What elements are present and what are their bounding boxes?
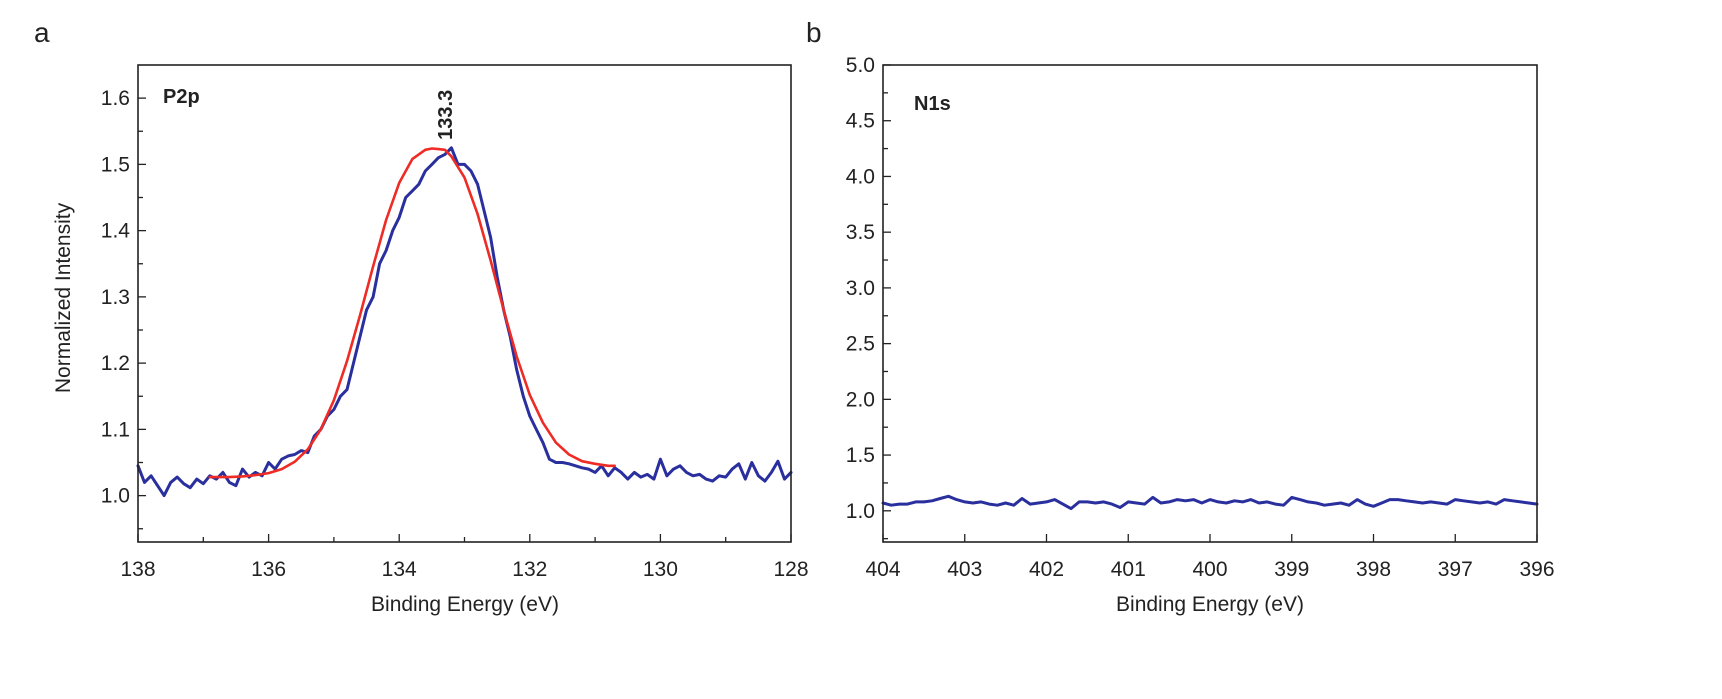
panel-b-x-tick-label: 402 [1029,558,1064,581]
panel-a-x-tick-label: 132 [512,558,547,581]
panel-b-y-tick-label: 3.0 [846,277,875,300]
panel-a-x-axis-title: Binding Energy (eV) [371,593,559,616]
panel-a-series [136,146,793,498]
panel-a-x-tick-label: 138 [120,558,155,581]
panel-b-y-tick-label: 5.0 [846,54,875,77]
panel-b-x-ticks: 404 403 402 401 400 399 398 397 396 [865,534,1555,581]
panel-b-series [881,494,1539,511]
panel-b-y-tick-label: 2.0 [846,388,875,411]
panel-b-x-tick-label: 403 [947,558,982,581]
panel-a-y-axis-title: Normalized Intensity [52,202,75,393]
panel-a-x-tick-label: 134 [382,558,417,581]
panel-a-x-tick-label: 130 [643,558,678,581]
panel-a-y-tick-label: 1.0 [101,485,130,508]
panel-b-y-tick-label: 1.0 [846,500,875,523]
panel-a-y-ticks: 1.0 1.1 1.2 1.3 1.4 1.5 1.6 [101,87,146,530]
panel-a-x-ticks: 138 136 134 132 130 128 [120,534,809,581]
panel-b-x-tick-label: 397 [1438,558,1473,581]
panel-a-y-tick-label: 1.4 [101,220,131,243]
panel-a-measured-line [136,146,793,498]
panel-b-y-tick-label: 2.5 [846,333,875,356]
panel-b-n1s-chart: b N1s Binding Energy (eV) 404 403 402 401 40… [806,17,1555,616]
panel-a-plot-frame [137,64,792,543]
panel-b-x-axis-title: Binding Energy (eV) [1116,593,1304,616]
panel-a-y-tick-label: 1.2 [101,352,130,375]
panel-a-letter: a [34,17,50,48]
panel-a-tag: P2p [163,86,200,108]
panel-a-x-tick-label: 128 [773,558,808,581]
panel-b-y-tick-label: 4.0 [846,165,875,188]
panel-a-y-tick-label: 1.6 [101,87,130,110]
panel-b-y-tick-label: 3.5 [846,221,875,244]
panel-b-y-tick-label: 4.5 [846,110,875,133]
panel-b-x-tick-label: 400 [1192,558,1227,581]
panel-a-fit-line [208,147,617,479]
panel-b-y-ticks: 1.0 1.5 2.0 2.5 3.0 3.5 4.0 4.5 5.0 [846,54,891,540]
panel-a-peak-annotation: 133.3 [435,90,457,140]
panel-b-x-tick-label: 404 [865,558,900,581]
panel-a-y-tick-label: 1.5 [101,153,130,176]
panel-b-x-tick-label: 398 [1356,558,1391,581]
panel-b-x-tick-label: 401 [1111,558,1146,581]
panel-b-plot-frame [882,64,1538,543]
panel-a-y-tick-label: 1.3 [101,286,130,309]
panel-a-p2p-chart: a P2p Normalized Intensity Binding Energ… [34,17,809,616]
panel-b-letter: b [806,17,822,48]
panel-a-x-tick-label: 136 [251,558,286,581]
panel-b-measured-line [881,494,1539,511]
panel-b-x-tick-label: 399 [1274,558,1309,581]
panel-a-y-tick-label: 1.1 [101,418,130,441]
panel-b-tag: N1s [914,93,951,115]
panel-b-y-tick-label: 1.5 [846,444,875,467]
panel-b-x-tick-label: 396 [1519,558,1554,581]
